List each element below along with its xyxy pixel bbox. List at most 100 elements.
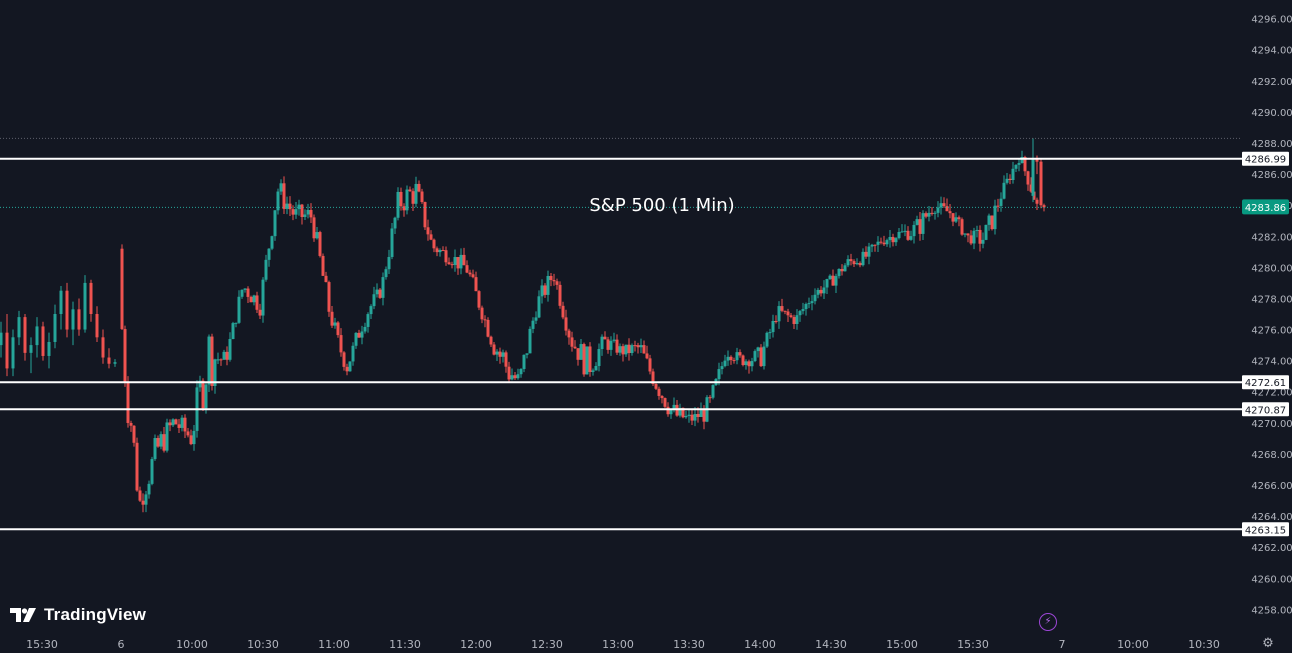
candle-body — [942, 203, 946, 207]
candle-body — [963, 233, 967, 235]
candle-body — [825, 279, 829, 288]
candle-body — [702, 410, 706, 422]
candle-body — [318, 232, 322, 256]
candle-body — [567, 330, 571, 338]
lightning-icon[interactable]: ⚡ — [1039, 613, 1057, 631]
candle-body — [429, 234, 433, 240]
candle-body — [897, 231, 901, 239]
candle-body — [468, 272, 472, 275]
price-level-tag — [1242, 522, 1289, 537]
candle-body — [270, 236, 274, 249]
candle-body — [879, 241, 883, 243]
candle-body — [654, 384, 658, 389]
settings-gear-icon[interactable]: ⚙ — [1262, 636, 1274, 651]
candle-body — [765, 332, 769, 347]
horizontal-levels[interactable]: 4286.99 4272.61 4270.87 4263.15 4283.86 — [0, 137, 1289, 537]
candle-body — [717, 369, 721, 380]
time-axis[interactable]: 15:30 6 10:00 10:30 11:00 11:30 12:00 12:30 13:0… — [26, 638, 1220, 651]
candle-body — [441, 250, 445, 252]
candle-body — [510, 375, 514, 380]
candle-body — [360, 331, 364, 338]
candle-body — [186, 431, 190, 436]
candle-body — [570, 337, 574, 347]
candle-body — [348, 361, 352, 372]
candle-body — [192, 430, 196, 445]
candle-body — [561, 305, 565, 318]
price-level-label: 4272.61 — [1245, 378, 1286, 389]
candle-body — [414, 183, 418, 204]
candle-body — [720, 366, 724, 370]
candle-body — [225, 351, 229, 360]
y-tick-label: 4290.00 — [1251, 108, 1292, 119]
candle-body — [1023, 157, 1027, 172]
candle-body — [969, 235, 973, 244]
candle-body — [603, 336, 607, 340]
candle-body — [450, 264, 454, 266]
candle-body — [810, 301, 814, 304]
candle-body — [513, 375, 517, 379]
candle-body — [126, 382, 130, 423]
candle-body — [168, 422, 172, 426]
candle-body — [972, 230, 976, 244]
candle-body — [153, 438, 157, 460]
candle-body — [89, 282, 93, 314]
candle-body — [228, 339, 232, 360]
candle-body — [384, 269, 388, 278]
candle-body — [1035, 158, 1039, 162]
candle-body — [1011, 168, 1015, 181]
candle-body — [831, 275, 835, 286]
candle-body — [252, 295, 256, 303]
x-tick-label: 15:30 — [957, 638, 989, 651]
candle-body — [684, 415, 688, 418]
candle-body — [180, 417, 184, 428]
y-tick-label: 4294.00 — [1251, 46, 1292, 57]
candle-body — [681, 407, 685, 418]
candle-body — [387, 256, 391, 270]
candle-body — [636, 345, 640, 348]
candle-body — [894, 238, 898, 243]
candle-body — [585, 346, 589, 375]
candle-body — [819, 289, 823, 294]
candle-body — [1031, 158, 1035, 196]
candle-body — [29, 345, 33, 353]
candle-body — [786, 311, 790, 316]
candle-body — [171, 419, 175, 426]
candle-body — [753, 351, 757, 362]
candle-body — [234, 322, 238, 324]
candle-body — [834, 276, 838, 286]
candle-body — [648, 358, 652, 372]
candle-body — [204, 384, 208, 409]
x-tick-label: 14:30 — [815, 638, 847, 651]
x-tick-label: 12:00 — [460, 638, 492, 651]
x-tick-label: 10:00 — [1117, 638, 1149, 651]
candle-body — [435, 248, 439, 253]
candle-body — [738, 352, 742, 356]
y-tick-label: 4260.00 — [1251, 574, 1292, 585]
candle-body — [516, 374, 520, 379]
tradingview-logo[interactable]: TradingView — [10, 604, 146, 626]
candle-body — [591, 370, 595, 372]
candle-body — [900, 231, 904, 233]
candle-body — [210, 336, 214, 387]
candle-body — [71, 309, 75, 330]
candle-body — [903, 230, 907, 232]
candle-body — [201, 380, 205, 409]
candle-body — [618, 346, 622, 353]
y-tick-label: 4258.00 — [1251, 605, 1292, 616]
candle-body — [420, 191, 424, 203]
candle-body — [156, 438, 160, 447]
candle-body — [261, 279, 265, 316]
candle-body — [138, 490, 142, 501]
price-level-tag — [1242, 375, 1289, 390]
candle-body — [888, 236, 892, 241]
candle-body — [246, 288, 250, 297]
candle-body — [669, 409, 673, 415]
candle-body — [300, 204, 304, 217]
candle-body — [555, 281, 559, 285]
candle-body — [699, 410, 703, 417]
candle-body — [465, 265, 469, 273]
candle-body — [288, 203, 292, 210]
y-tick-label: 4280.00 — [1251, 263, 1292, 274]
